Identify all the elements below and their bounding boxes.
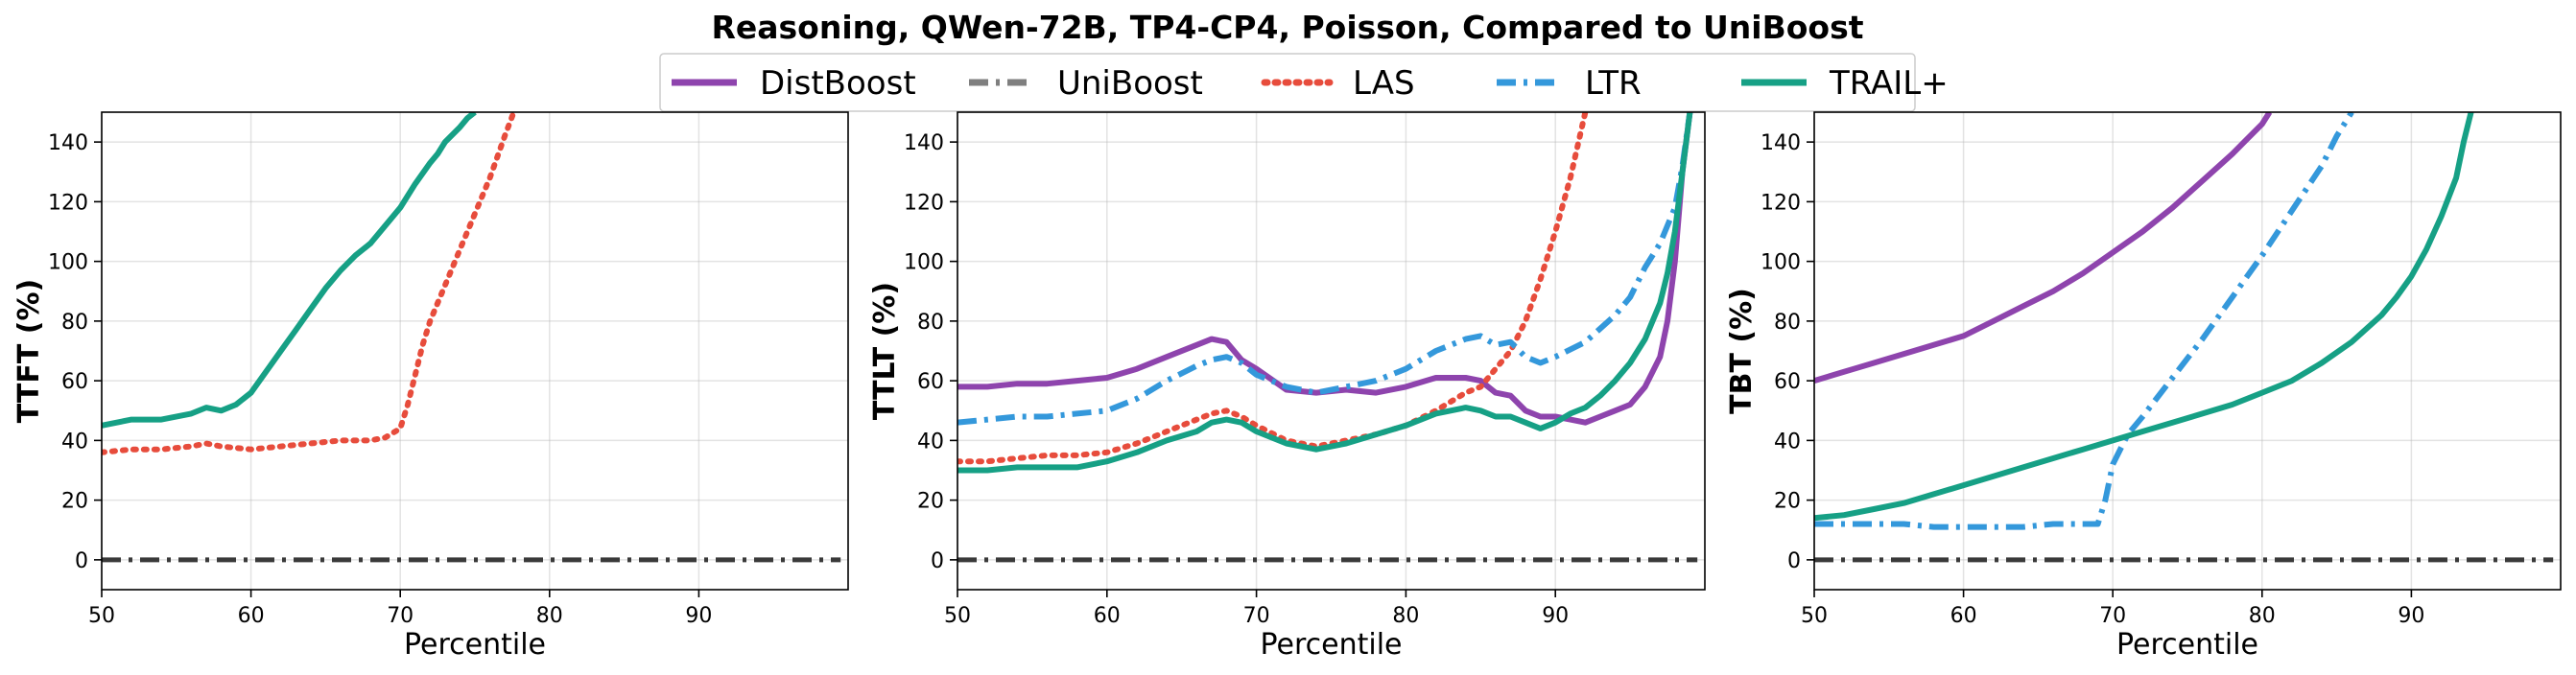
y-axis-label: TTFT (%)	[12, 279, 46, 424]
legend-entry-ltr: LTR	[1497, 64, 1642, 103]
x-axis-label: Percentile	[2116, 628, 2258, 662]
x-tick-label: 50	[944, 604, 971, 628]
y-tick-label: 60	[917, 370, 944, 394]
x-tick-label: 70	[2099, 604, 2126, 628]
panel-tbt: 50 60 70 80 90 0 20 40 60 80 100 120 140 Percentile TB…	[1725, 111, 2562, 662]
x-tick-label: 70	[1243, 604, 1270, 628]
x-axis-label: Percentile	[1260, 628, 1402, 662]
plot-frame	[101, 111, 849, 591]
x-tick-label: 90	[685, 604, 712, 628]
series-line-trail	[102, 112, 477, 429]
y-tick-label: 20	[61, 490, 88, 514]
series-line-trail	[1814, 112, 2474, 522]
series-line-trail	[957, 112, 1693, 474]
x-tick-label: 70	[387, 604, 414, 628]
legend: DistBoost UniBoost LAS LTR TRAIL+	[659, 53, 1949, 112]
y-tick-label: 120	[1761, 191, 1801, 215]
series-line-las	[957, 112, 1589, 465]
plot-frame	[957, 111, 1706, 591]
legend-entry-uniboost: UniBoost	[969, 64, 1203, 103]
legend-label-ltr: LTR	[1585, 64, 1642, 103]
y-tick-label: 20	[1774, 490, 1801, 514]
y-axis-label: TTLT (%)	[868, 282, 902, 420]
y-tick-label: 80	[1774, 311, 1801, 335]
legend-entry-las: LAS	[1261, 64, 1415, 103]
x-tick-label: 90	[2398, 604, 2424, 628]
x-tick-label: 80	[2249, 604, 2276, 628]
x-tick-label: 80	[536, 604, 563, 628]
y-tick-label: 140	[904, 131, 944, 155]
series-group	[957, 112, 1698, 563]
x-tick-label: 60	[1094, 604, 1121, 628]
x-tick-label: 90	[1542, 604, 1569, 628]
legend-entry-trail: TRAIL+	[1741, 64, 1949, 103]
series-line-ltr	[1814, 112, 2354, 530]
y-tick-label: 40	[61, 430, 88, 454]
y-tick-label: 140	[48, 131, 88, 155]
series-group	[102, 112, 841, 563]
y-tick-label: 60	[1774, 370, 1801, 394]
panels: 50 60 70 80 90 0 20 40 60 80 100 120 140 Percentile TT…	[12, 111, 2562, 662]
y-tick-label: 140	[1761, 131, 1801, 155]
y-axis-label: TBT (%)	[1725, 288, 1759, 414]
plot-frame	[1813, 111, 2562, 591]
panel-ttlt: 50 60 70 80 90 0 20 40 60 80 100 120 140 Percentile TT…	[868, 111, 1706, 662]
x-axis-label: Percentile	[404, 628, 546, 662]
series-line-distboost	[1814, 112, 2273, 384]
legend-label-uniboost: UniBoost	[1057, 64, 1203, 103]
x-tick-label: 80	[1392, 604, 1419, 628]
y-tick-label: 60	[61, 370, 88, 394]
y-tick-label: 40	[1774, 430, 1801, 454]
y-tick-label: 120	[904, 191, 944, 215]
y-tick-label: 120	[48, 191, 88, 215]
legend-label-trail: TRAIL+	[1829, 64, 1949, 103]
series-line-las	[102, 112, 517, 455]
y-tick-label: 0	[75, 549, 88, 573]
x-tick-label: 60	[1950, 604, 1977, 628]
series-line-distboost	[957, 112, 1693, 426]
x-tick-label: 60	[238, 604, 265, 628]
series-line-ltr	[957, 112, 1693, 426]
y-tick-label: 100	[1761, 251, 1801, 275]
x-tick-label: 50	[1801, 604, 1828, 628]
figure-title: Reasoning, QWen-72B, TP4-CP4, Poisson, C…	[711, 9, 1863, 46]
y-tick-label: 80	[61, 311, 88, 335]
y-tick-label: 40	[917, 430, 944, 454]
y-tick-label: 0	[931, 549, 944, 573]
legend-label-distboost: DistBoost	[760, 64, 916, 103]
legend-label-las: LAS	[1353, 64, 1415, 103]
y-tick-label: 100	[904, 251, 944, 275]
x-tick-label: 50	[88, 604, 115, 628]
legend-entry-distboost: DistBoost	[672, 64, 916, 103]
y-tick-label: 20	[917, 490, 944, 514]
y-tick-label: 80	[917, 311, 944, 335]
series-group	[1814, 112, 2554, 563]
panel-ttft: 50 60 70 80 90 0 20 40 60 80 100 120 140 Percentile TT…	[12, 111, 849, 662]
y-tick-label: 100	[48, 251, 88, 275]
y-tick-label: 0	[1787, 549, 1801, 573]
